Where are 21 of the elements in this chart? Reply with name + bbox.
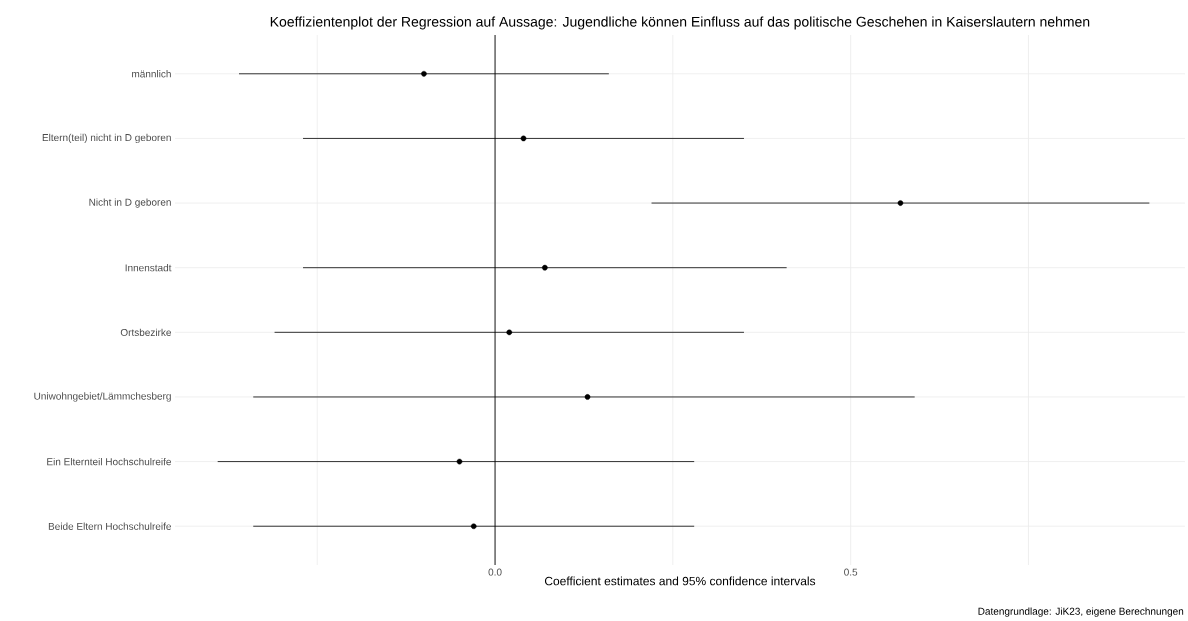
point: [897, 200, 904, 206]
point: [584, 394, 591, 400]
y-tick-label: männlich: [132, 70, 171, 78]
point: [470, 523, 477, 530]
y-tick-label: Beide Eltern Hochschulreife: [48, 522, 171, 530]
y-tick-label: Ortsbezirke: [120, 328, 172, 336]
y-tick-label: Ein Elternteil Hochschulreife: [47, 457, 171, 466]
chart-title: Koeffizientenplot der Regression auf Aussage: Jugendliche können Einfluss auf das politische Geschehen in Kaiserslautern nehmen: [270, 16, 1090, 30]
point: [520, 135, 527, 142]
x-tick-label: 0.5: [844, 568, 858, 576]
point: [506, 329, 513, 336]
y-tick-label: Eltern(teil) nicht in D geboren: [42, 133, 171, 144]
point: [421, 70, 427, 77]
point: [456, 458, 463, 465]
text: Datengrundlage: JiK23, eigene Berechnungen: [978, 607, 1184, 617]
y-tick-label: Uniwohngebiet/Lämmchesberg: [34, 392, 171, 402]
point: [542, 264, 548, 271]
y-tick-label: Nicht in D geboren: [89, 198, 171, 208]
y-tick-label: Innenstadt: [125, 264, 172, 272]
x-axis-title: Coefficient estimates and 95% confidence intervals: [544, 576, 816, 586]
x-tick-label: 0.0: [488, 568, 502, 576]
